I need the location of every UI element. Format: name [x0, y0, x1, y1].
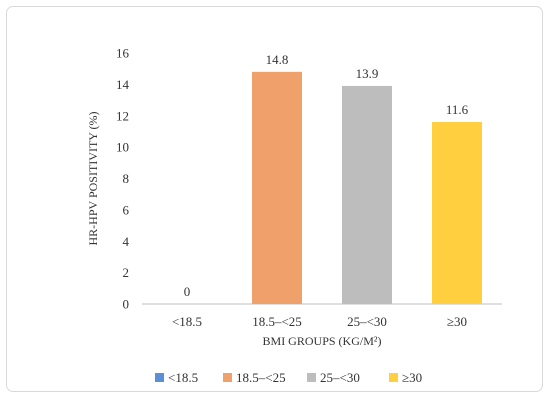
data-labels: 0 14.8 13.9 11.6	[184, 52, 469, 299]
legend-swatch	[307, 373, 316, 382]
data-label: 0	[184, 284, 191, 299]
x-tick-label: 18.5–<25	[252, 314, 302, 329]
legend: <18.5 18.5–<25 25–<30 ≥30	[155, 370, 422, 385]
y-tick-label: 2	[123, 265, 130, 280]
legend-swatch	[155, 373, 164, 382]
legend-swatch	[223, 373, 232, 382]
x-tick-label: <18.5	[172, 314, 202, 329]
bar	[342, 85, 392, 304]
data-label: 11.6	[446, 102, 469, 117]
y-tick-label: 10	[116, 140, 129, 155]
data-label: 13.9	[356, 66, 379, 81]
x-tick-label: 25–<30	[347, 314, 387, 329]
legend-label: 18.5–<25	[236, 370, 286, 385]
bar	[432, 122, 482, 305]
bar	[252, 71, 302, 304]
y-axis-ticks: 0 2 4 6 8 10 12 14 16	[116, 46, 130, 312]
x-tick-label: ≥30	[447, 314, 467, 329]
y-tick-label: 0	[123, 297, 130, 312]
data-label: 14.8	[266, 52, 289, 67]
y-axis-title: HR-HPV POSITIVITY (%)	[86, 112, 100, 246]
y-tick-label: 4	[123, 234, 130, 249]
y-tick-label: 6	[123, 202, 130, 217]
legend-swatch	[389, 373, 398, 382]
legend-label: ≥30	[402, 370, 422, 385]
x-axis-title: BMI GROUPS (KG/M²)	[263, 334, 382, 348]
y-tick-label: 14	[116, 77, 130, 92]
legend-label: <18.5	[168, 370, 198, 385]
y-tick-label: 16	[116, 46, 130, 61]
legend-label: 25–<30	[320, 370, 360, 385]
x-axis-ticks: <18.5 18.5–<25 25–<30 ≥30	[172, 314, 467, 329]
y-tick-label: 8	[123, 171, 130, 186]
y-tick-label: 12	[116, 108, 129, 123]
bars	[252, 71, 482, 305]
